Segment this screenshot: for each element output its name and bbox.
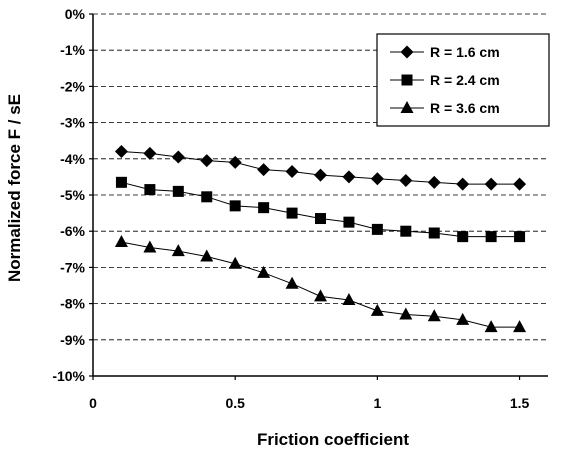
data-point <box>513 177 527 191</box>
y-tick-label: -10% <box>52 368 85 384</box>
legend: R = 1.6 cm R = 2.4 cm R = 3.6 cm <box>376 33 550 127</box>
data-point <box>201 191 213 203</box>
data-point <box>343 216 355 228</box>
y-tick-label: -4% <box>60 151 85 167</box>
y-tick-label: -3% <box>60 115 85 131</box>
data-point <box>400 225 412 237</box>
x-tick-label: 0 <box>89 395 97 411</box>
data-point <box>399 307 413 320</box>
data-point <box>258 202 270 214</box>
data-point <box>484 177 498 191</box>
data-point <box>457 231 469 243</box>
data-point <box>171 244 185 257</box>
data-point <box>257 265 271 278</box>
data-point <box>257 163 271 177</box>
data-point <box>286 207 298 219</box>
axis-ticks: 0% -1% -2% -3% -4% -5% -6% -7% -8% -9% -10%0 0.5 1 1.… <box>52 6 529 411</box>
legend-marker <box>401 74 413 86</box>
series-1 <box>114 145 527 191</box>
data-point <box>314 289 327 302</box>
data-point <box>370 172 384 186</box>
data-point <box>143 146 157 160</box>
data-point <box>314 168 327 182</box>
legend-label: R = 1.6 cm <box>430 44 500 60</box>
y-tick-label: -8% <box>60 296 85 312</box>
data-point <box>143 240 157 253</box>
legend-marker <box>400 45 414 59</box>
y-tick-label: -1% <box>60 42 85 58</box>
data-point <box>514 231 526 243</box>
y-axis-title: Normalized force F / sE <box>5 94 24 282</box>
data-point <box>114 235 128 248</box>
y-tick-label: -5% <box>60 187 85 203</box>
data-point <box>427 309 441 322</box>
data-point <box>172 185 184 197</box>
data-point <box>315 213 326 225</box>
series-3 <box>114 235 527 333</box>
data-point <box>485 231 497 243</box>
data-point <box>285 164 299 178</box>
gridlines <box>93 13 548 341</box>
series-group <box>114 145 527 333</box>
legend-item: R = 1.6 cm <box>390 44 500 60</box>
y-tick-label: -7% <box>60 259 85 275</box>
data-point <box>200 249 214 262</box>
data-point <box>456 177 470 191</box>
data-point <box>342 170 356 184</box>
series-2 <box>115 176 526 243</box>
legend-item: R = 2.4 cm <box>390 72 500 88</box>
data-point <box>115 176 127 188</box>
data-point <box>513 320 527 333</box>
data-point <box>200 154 214 168</box>
y-tick-label: -2% <box>60 78 85 94</box>
data-point <box>427 175 441 189</box>
data-point <box>371 223 383 235</box>
data-point <box>399 174 413 188</box>
data-point <box>229 200 241 212</box>
data-point <box>484 320 498 333</box>
x-tick-label: 1.5 <box>510 395 530 411</box>
data-point <box>428 227 440 239</box>
data-point <box>370 303 384 316</box>
x-tick-label: 1 <box>373 395 381 411</box>
x-axis-title: Friction coefficient <box>257 430 409 449</box>
data-point <box>456 312 470 325</box>
legend-label: R = 3.6 cm <box>430 100 500 116</box>
y-tick-label: 0% <box>65 6 86 22</box>
y-tick-label: -9% <box>60 332 85 348</box>
data-point <box>114 145 128 159</box>
data-point <box>171 150 185 164</box>
data-point <box>228 155 242 169</box>
y-tick-label: -6% <box>60 223 85 239</box>
data-point <box>228 256 242 269</box>
legend-label: R = 2.4 cm <box>430 72 500 88</box>
legend-item: R = 3.6 cm <box>390 100 500 116</box>
data-point <box>285 276 299 289</box>
x-tick-label: 0.5 <box>225 395 245 411</box>
data-point <box>144 184 156 196</box>
data-point <box>342 292 356 305</box>
legend-marker <box>400 101 414 113</box>
